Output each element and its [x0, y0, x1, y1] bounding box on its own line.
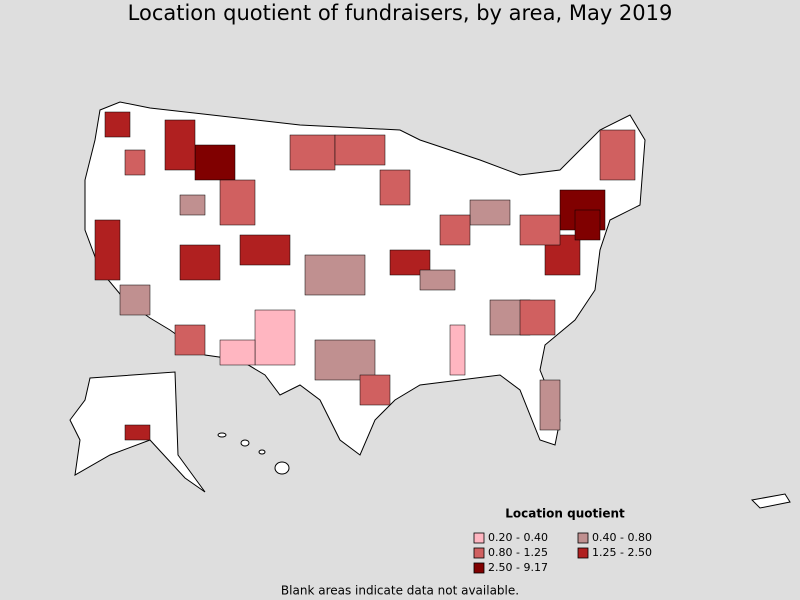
area — [179, 244, 221, 281]
legend-items: 0.20 - 0.40 0.40 - 0.80 0.80 - 1.25 1.25 - … — [473, 531, 652, 574]
legend-swatch — [473, 562, 485, 574]
area — [314, 339, 376, 381]
area — [359, 374, 391, 406]
area — [289, 134, 336, 171]
area — [239, 234, 291, 266]
area — [379, 169, 411, 206]
area — [94, 219, 121, 281]
area — [574, 209, 601, 241]
area — [254, 309, 296, 366]
area — [539, 379, 561, 431]
area — [179, 194, 206, 216]
area — [194, 144, 236, 181]
area — [124, 149, 146, 176]
area — [164, 119, 196, 171]
area — [544, 234, 581, 276]
legend-swatch — [473, 532, 485, 544]
map — [69, 101, 791, 509]
hawaii — [217, 432, 227, 438]
area — [419, 269, 456, 291]
legend: Location quotient 0.20 - 0.40 0.40 - 0.80… — [473, 507, 652, 574]
legend-label: 0.40 - 0.80 — [592, 531, 652, 544]
area — [439, 214, 471, 246]
hawaii — [240, 439, 250, 447]
area — [174, 324, 206, 356]
legend-swatch — [577, 532, 589, 544]
legend-swatch — [473, 547, 485, 559]
legend-label: 1.25 - 2.50 — [592, 546, 652, 559]
legend-label: 2.50 - 9.17 — [488, 561, 548, 574]
area — [304, 254, 366, 296]
legend-label: 0.80 - 1.25 — [488, 546, 548, 559]
area — [219, 339, 256, 366]
hawaii — [274, 461, 290, 475]
area — [519, 214, 561, 246]
area — [219, 179, 256, 226]
area — [104, 111, 131, 138]
legend-swatch — [577, 547, 589, 559]
area — [519, 299, 556, 336]
area — [599, 129, 636, 181]
legend-title: Location quotient — [505, 507, 625, 521]
area — [124, 424, 151, 441]
area — [119, 284, 151, 316]
area — [469, 199, 511, 226]
title: Location quotient of fundraisers, by are… — [128, 1, 673, 25]
legend-label: 0.20 - 0.40 — [488, 531, 548, 544]
area — [334, 134, 386, 166]
area — [449, 324, 466, 376]
regions — [94, 111, 636, 441]
puerto-rico — [750, 493, 791, 509]
hawaii — [258, 449, 266, 455]
footnote: Blank areas indicate data not available. — [281, 584, 519, 598]
